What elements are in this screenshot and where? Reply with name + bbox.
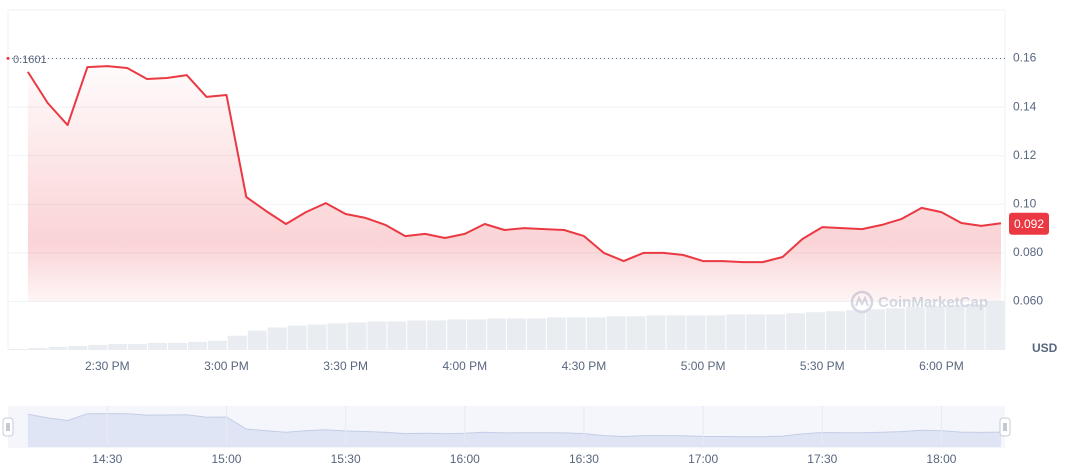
price-plot: 0.1601: [6, 54, 1005, 302]
navigator-tick-label: 15:30: [331, 452, 361, 466]
volume-bar: [885, 308, 905, 350]
volume-bar: [187, 341, 207, 350]
volume-bar: [925, 306, 945, 350]
volume-bar: [247, 330, 267, 350]
y-tick-label: 0.080: [1013, 245, 1043, 259]
volume-bar: [626, 316, 646, 350]
volume-bar: [746, 314, 766, 350]
x-tick-label: 3:30 PM: [323, 359, 368, 373]
volume-bar: [227, 335, 247, 350]
volume-bar: [586, 317, 606, 350]
volume-bar: [526, 318, 546, 350]
volume-bar: [207, 340, 227, 350]
volume-bar: [8, 348, 28, 350]
x-tick-label: 4:30 PM: [562, 359, 607, 373]
volume-bar: [287, 325, 307, 350]
volume-bar: [307, 324, 327, 350]
volume-bar: [487, 318, 506, 350]
volume-bar: [108, 343, 128, 350]
volume-bar: [327, 323, 347, 350]
volume-bar: [766, 314, 786, 350]
volume-bar: [347, 322, 367, 350]
volume-bars: [8, 301, 1005, 350]
volume-bar: [865, 309, 885, 350]
volume-bar: [646, 315, 666, 350]
volume-bar: [945, 305, 965, 350]
y-tick-label: 0.16: [1013, 51, 1037, 65]
navigator: [27, 406, 1002, 448]
volume-bar: [168, 342, 187, 350]
x-tick-label: 5:30 PM: [800, 359, 845, 373]
x-tick-label: 4:00 PM: [442, 359, 487, 373]
navigator-tick-label: 14:30: [92, 452, 122, 466]
volume-bar: [447, 319, 467, 350]
navigator-area: [27, 413, 1002, 447]
navigator-tick-label: 17:30: [807, 452, 837, 466]
volume-bar: [566, 317, 586, 350]
volume-bar: [965, 304, 985, 350]
volume-bar: [666, 315, 686, 350]
volume-bar: [427, 320, 447, 350]
open-price-label: 0.1601: [13, 54, 47, 66]
volume-bar: [367, 321, 387, 350]
volume-bar: [28, 347, 48, 350]
volume-bar: [686, 315, 706, 350]
current-price-label: 0.092: [1014, 217, 1044, 231]
navigator-tick-label: 15:00: [211, 452, 241, 466]
volume-bar: [826, 311, 845, 350]
volume-bar: [407, 320, 427, 350]
open-price-dot: [6, 56, 10, 60]
y-tick-label: 0.060: [1013, 294, 1043, 308]
navigator-tick-label: 16:30: [569, 452, 599, 466]
volume-bar: [985, 301, 1005, 350]
navigator-tick-label: 18:00: [926, 452, 956, 466]
x-tick-label: 6:00 PM: [919, 359, 964, 373]
volume-bar: [387, 321, 407, 350]
volume-bar: [546, 317, 566, 350]
navigator-handle[interactable]: [999, 417, 1011, 437]
navigator-tick-label: 16:00: [450, 452, 480, 466]
y-tick-label: 0.12: [1013, 148, 1037, 162]
volume-bar: [128, 343, 148, 350]
navigator-tick-label: 17:00: [688, 452, 718, 466]
volume-bar: [148, 342, 168, 350]
price-line: [27, 65, 1002, 264]
volume-bar: [706, 315, 726, 350]
y-tick-label: 0.10: [1013, 196, 1037, 210]
volume-bar: [507, 318, 526, 350]
volume-bar: [267, 327, 287, 350]
volume-bar: [606, 316, 626, 350]
volume-bar: [726, 314, 746, 350]
volume-bar: [786, 313, 806, 350]
volume-bar: [845, 310, 865, 350]
volume-bar: [68, 345, 88, 350]
volume-bar: [905, 307, 925, 350]
y-tick-label: 0.14: [1013, 99, 1037, 113]
volume-bar: [88, 344, 108, 350]
volume-bar: [806, 312, 826, 350]
volume-bar: [467, 319, 487, 350]
y-unit: USD: [1032, 341, 1058, 355]
x-tick-label: 5:00 PM: [681, 359, 726, 373]
current-price-tag: [1009, 212, 1049, 235]
navigator-handle[interactable]: [2, 417, 14, 437]
price-area: [27, 66, 1002, 302]
volume-bar: [48, 346, 68, 350]
navigator-line: [27, 413, 1002, 438]
x-tick-label: 3:00 PM: [204, 359, 249, 373]
x-tick-label: 2:30 PM: [85, 359, 130, 373]
